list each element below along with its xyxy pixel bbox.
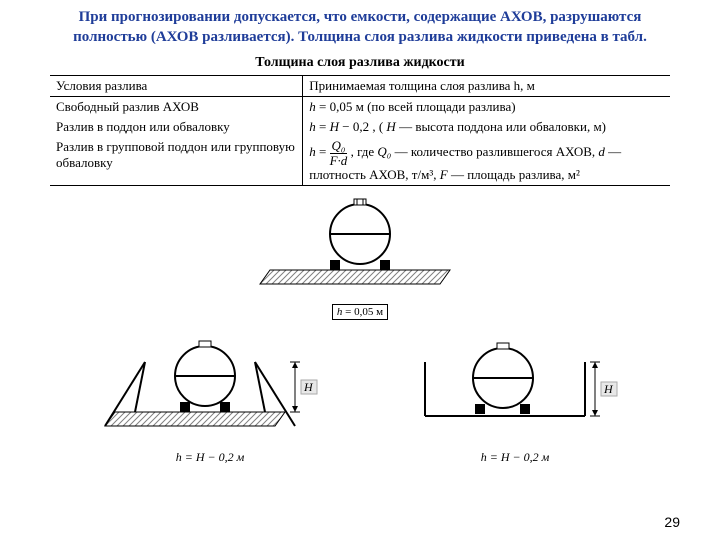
table-title: Толщина слоя разлива жидкости xyxy=(0,55,720,71)
table-cell: Разлив в поддон или обваловку xyxy=(50,117,303,137)
table-cell: Разлив в групповой поддон или групповую … xyxy=(50,137,303,186)
tank-embankment-diagram: H h = H − 0,2 м xyxy=(85,326,335,465)
fig-right-sub: h = H − 0,2 м xyxy=(395,450,635,465)
table-header-right: Принимаемая толщина слоя разлива h, м xyxy=(303,76,670,97)
page-title: При прогнозировании допускается, что емк… xyxy=(0,0,720,53)
table-header-left: Условия разлива xyxy=(50,76,303,97)
table-cell: h = H − 0,2 , ( H — высота поддона или о… xyxy=(303,117,670,137)
tank-free-spill-diagram xyxy=(250,192,470,297)
figures-area: h = 0,05 м xyxy=(0,192,720,465)
tank-tray-diagram: H h = H − 0,2 м xyxy=(395,326,635,465)
spill-table: Условия разлива Принимаемая толщина слоя… xyxy=(50,75,670,186)
fig-top-label: h = 0,05 м xyxy=(332,304,388,320)
svg-text:H: H xyxy=(303,380,314,394)
table-cell: Свободный разлив АХОВ xyxy=(50,97,303,118)
table-cell: h = 0,05 м (по всей площади разлива) xyxy=(303,97,670,118)
svg-text:H: H xyxy=(603,382,614,396)
table-cell: h = Q₀ F·d , где Q₀ — количество разливш… xyxy=(303,137,670,186)
page-number: 29 xyxy=(664,514,680,530)
fig-left-sub: h = H − 0,2 м xyxy=(85,450,335,465)
